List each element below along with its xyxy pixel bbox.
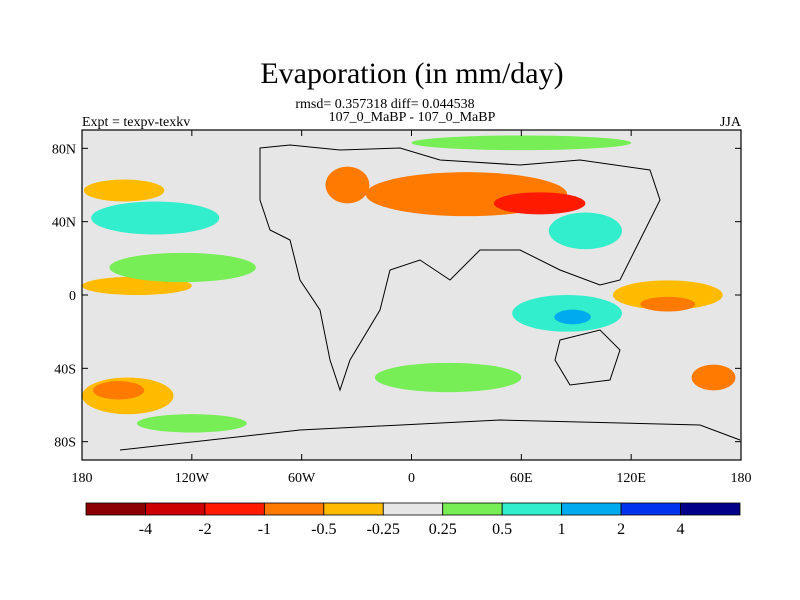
region-central-asia-positive bbox=[548, 212, 623, 250]
x-tick-label: 60E bbox=[510, 471, 533, 486]
colorbar-swatch bbox=[620, 502, 681, 516]
season-label: JJA bbox=[720, 115, 742, 130]
colorbar-swatch bbox=[323, 502, 384, 516]
colorbar-level-label: 0.25 bbox=[429, 521, 457, 538]
y-tick-label: 40S bbox=[54, 362, 76, 377]
x-tick-label: 180 bbox=[731, 471, 752, 486]
colorbar-swatch bbox=[204, 502, 265, 516]
y-tick-label: 80S bbox=[54, 436, 76, 451]
region-arctic-positive bbox=[411, 135, 632, 151]
region-north-pacific-negative bbox=[83, 179, 165, 202]
colorbar-swatch bbox=[501, 502, 563, 516]
colorbar-level-label: 0.5 bbox=[492, 521, 512, 538]
map-area bbox=[81, 129, 742, 461]
region-australia-south-negative bbox=[691, 364, 736, 391]
colorbar-level-label: -4 bbox=[139, 521, 152, 538]
region-greenland-negative bbox=[325, 166, 370, 204]
stats-line: rmsd= 0.357318 diff= 0.044538 bbox=[295, 97, 474, 112]
colorbar-swatch bbox=[85, 502, 146, 516]
colorbar-swatch bbox=[680, 502, 741, 516]
colorbar-level-label: -1 bbox=[258, 521, 271, 538]
region-eurasia-strong-negative bbox=[493, 192, 586, 215]
region-north-pacific-positive bbox=[91, 201, 220, 235]
antarctica-outline bbox=[119, 419, 741, 451]
chart-subtitle: 107_0_MaBP - 107_0_MaBP bbox=[329, 110, 496, 125]
colorbar-level-label: 4 bbox=[677, 521, 685, 538]
x-tick-label: 120W bbox=[175, 471, 210, 486]
colorbar-level-label: -0.25 bbox=[367, 521, 400, 538]
region-west-pacific-negative bbox=[612, 280, 723, 310]
region-west-pacific-strong-negative bbox=[640, 296, 696, 312]
y-tick-label: 40N bbox=[52, 216, 76, 231]
y-tick-label: 80N bbox=[52, 142, 76, 157]
x-axis: 180 120W 60W 0 60E 120E 180 bbox=[72, 130, 752, 486]
x-tick-label: 120E bbox=[616, 471, 646, 486]
colorbar-swatch bbox=[382, 502, 444, 516]
region-southern-ocean-positive bbox=[136, 414, 247, 433]
region-tropical-pacific-positive bbox=[109, 252, 256, 283]
region-south-atlantic-positive bbox=[374, 362, 522, 393]
colorbar-swatch bbox=[263, 502, 325, 516]
colorbar-swatch bbox=[442, 502, 503, 516]
australia-outline bbox=[554, 329, 621, 386]
colorbar-swatch bbox=[561, 502, 622, 516]
colorbar-swatch bbox=[145, 502, 206, 516]
y-tick-label: 0 bbox=[69, 289, 76, 304]
continent-outline bbox=[259, 144, 661, 392]
chart-title: Evaporation (in mm/day) bbox=[260, 57, 563, 90]
experiment-label: Expt = texpv-texkv bbox=[82, 115, 190, 130]
anomaly-regions bbox=[82, 135, 736, 433]
colorbar-level-label: 1 bbox=[558, 521, 566, 538]
x-tick-label: 60W bbox=[288, 471, 316, 486]
colorbar-level-label: 2 bbox=[617, 521, 625, 538]
x-tick-label: 180 bbox=[72, 471, 93, 486]
region-indian-ocean-strong-positive bbox=[554, 309, 591, 325]
y-axis: 80N 40N 0 40S 80S bbox=[52, 142, 741, 451]
x-tick-label: 0 bbox=[408, 471, 415, 486]
colorbar-level-label: -2 bbox=[198, 521, 211, 538]
colorbar: -4 -2 -1 -0.5 -0.25 0.25 0.5 1 2 4 bbox=[85, 502, 741, 538]
colorbar-level-label: -0.5 bbox=[311, 521, 336, 538]
region-south-pacific-strong-negative bbox=[92, 381, 145, 400]
